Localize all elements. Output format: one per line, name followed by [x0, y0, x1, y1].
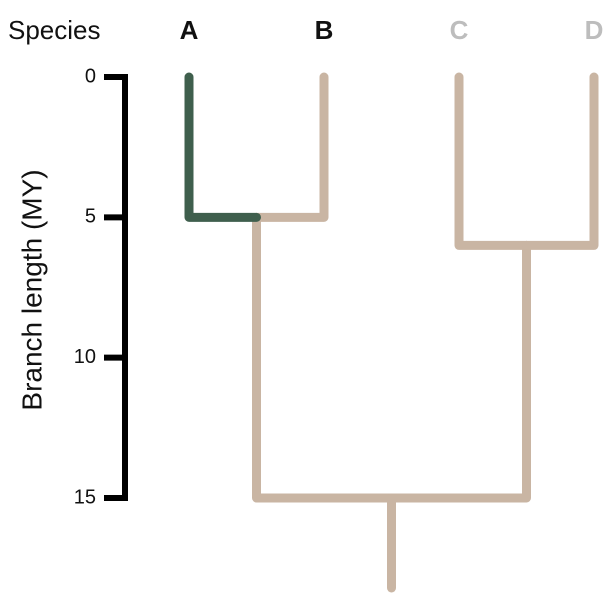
y-tick-label: 5: [85, 206, 96, 228]
branch: [184, 72, 261, 222]
branch: [454, 72, 531, 250]
species-label: A: [180, 15, 199, 45]
species-label: B: [315, 15, 334, 45]
y-tick-label: 0: [85, 65, 96, 87]
species-header: Species: [8, 15, 101, 45]
branch: [522, 72, 599, 250]
branch: [387, 240, 531, 503]
y-tick-label: 15: [74, 486, 96, 508]
species-label: C: [450, 15, 469, 45]
y-tick-label: 10: [74, 346, 96, 368]
species-label: D: [585, 15, 604, 45]
axis-label: Branch length (MY): [16, 169, 47, 410]
branch: [252, 212, 396, 503]
branch: [252, 72, 329, 222]
